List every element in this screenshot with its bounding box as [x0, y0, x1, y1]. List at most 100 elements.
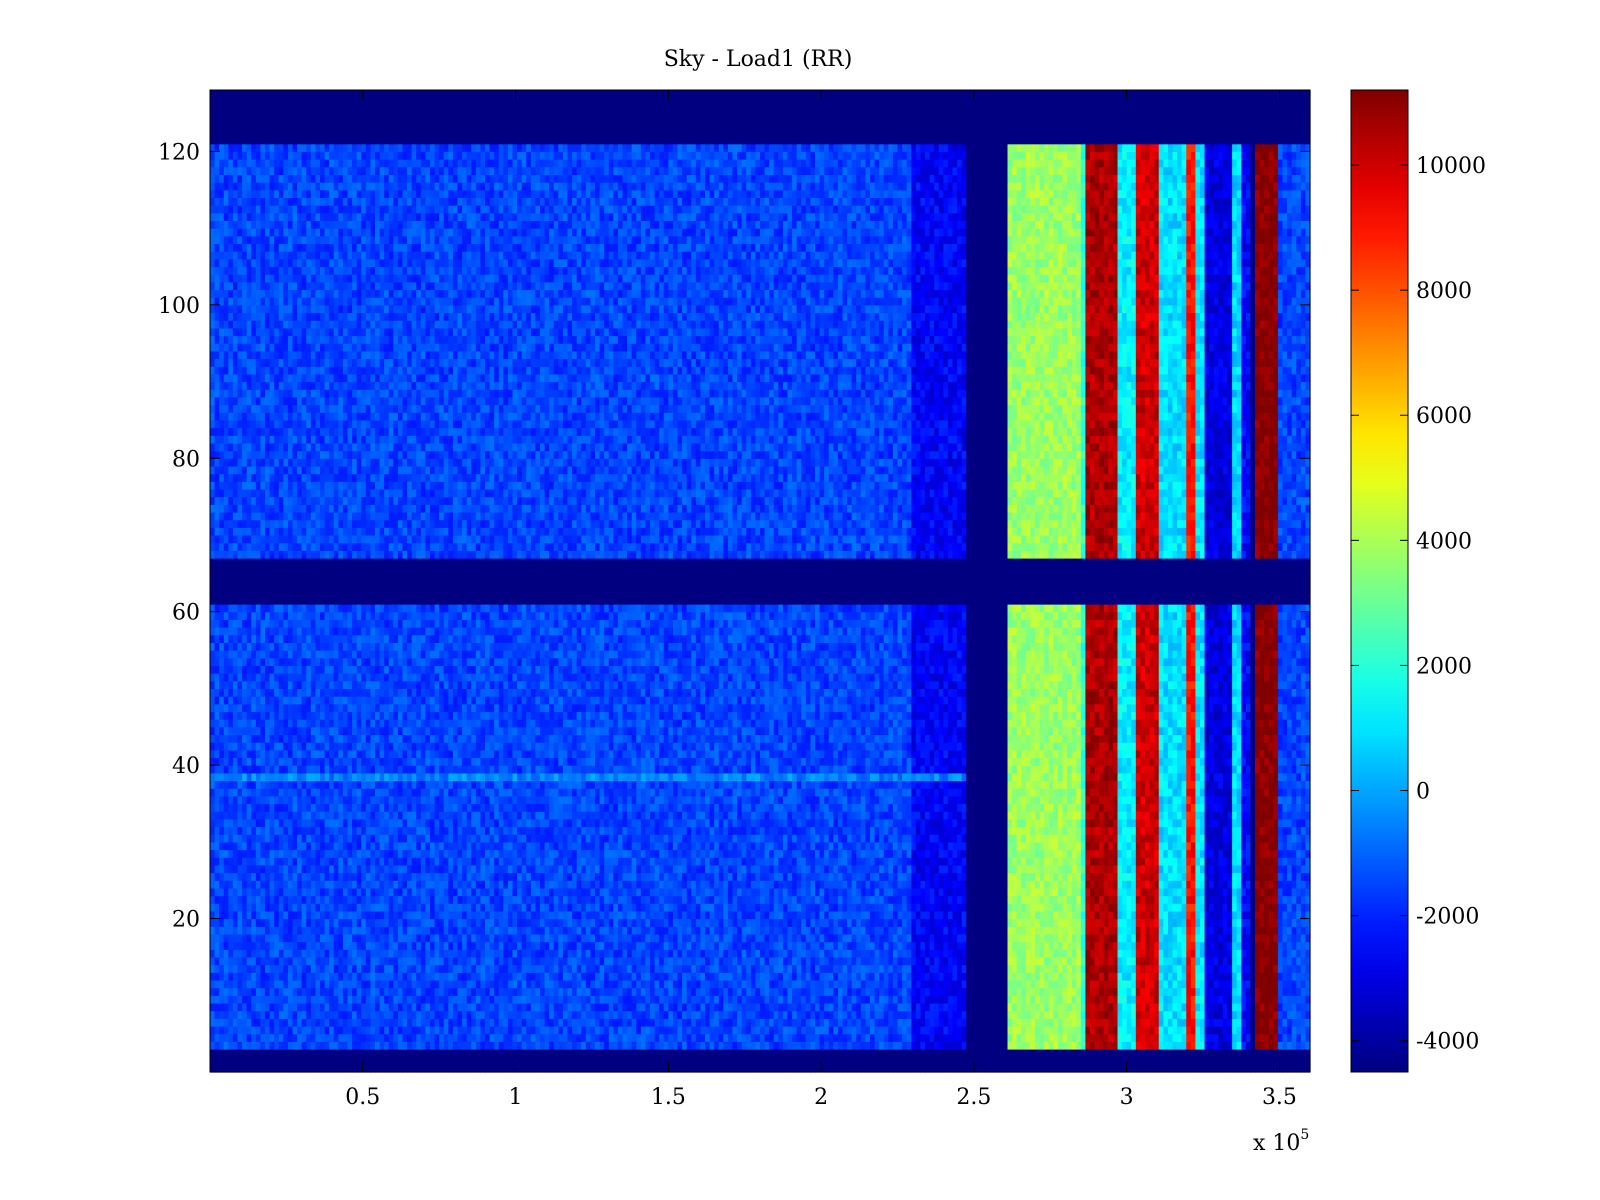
heatmap-cell: [1172, 1033, 1178, 1042]
heatmap-cell: [278, 995, 284, 1004]
heatmap-cell: [448, 1064, 454, 1073]
heatmap-cell: [1250, 1056, 1256, 1065]
heatmap-cell: [672, 1056, 679, 1065]
heatmap-cell: [462, 995, 468, 1004]
heatmap-cell: [663, 1025, 669, 1035]
heatmap-cell: [1218, 926, 1224, 935]
heatmap-cell: [617, 910, 624, 920]
heatmap-cell: [1067, 956, 1073, 966]
heatmap-cell: [870, 910, 876, 920]
heatmap-cell: [278, 918, 284, 927]
heatmap-cell: [567, 956, 573, 966]
heatmap-cell: [672, 956, 679, 966]
heatmap-cell: [540, 949, 546, 958]
heatmap-cell: [714, 926, 720, 935]
heatmap-cell: [439, 949, 445, 958]
heatmap-cell: [352, 1010, 358, 1019]
heatmap-cell: [1117, 933, 1123, 943]
heatmap-cell: [503, 995, 509, 1004]
heatmap-cell: [837, 933, 844, 943]
heatmap-cell: [1002, 926, 1009, 935]
heatmap-cell: [1282, 972, 1288, 981]
heatmap-cell: [750, 918, 757, 927]
heatmap-cell: [315, 1018, 321, 1027]
heatmap-cell: [1030, 1010, 1036, 1019]
heatmap-cell: [760, 941, 766, 950]
heatmap-cell: [549, 1056, 555, 1065]
heatmap-cell: [998, 987, 1004, 996]
heatmap-cell: [608, 979, 614, 989]
heatmap-cell: [925, 1048, 931, 1058]
heatmap-cell: [1062, 1025, 1068, 1035]
heatmap-cell: [1002, 1041, 1009, 1050]
heatmap-cell: [741, 941, 747, 950]
heatmap-cell: [883, 972, 889, 981]
heatmap-cell: [590, 972, 596, 981]
heatmap-cell: [1090, 926, 1096, 935]
heatmap-cell: [1250, 979, 1256, 989]
heatmap-cell: [315, 956, 321, 966]
heatmap-cell: [1035, 933, 1041, 943]
heatmap-cell: [498, 1056, 504, 1065]
heatmap-cell: [1039, 910, 1045, 920]
heatmap-cell: [375, 1010, 381, 1019]
heatmap-cell: [810, 1041, 816, 1050]
heatmap-cell: [1039, 956, 1045, 966]
heatmap-cell: [865, 949, 871, 958]
heatmap-cell: [411, 979, 417, 989]
heatmap-cell: [251, 1056, 257, 1065]
heatmap-cell: [952, 1056, 958, 1065]
heatmap-cell: [287, 972, 294, 981]
heatmap-cell: [246, 1056, 252, 1065]
heatmap-cell: [1273, 1064, 1279, 1073]
heatmap-cell: [517, 910, 523, 920]
heatmap-cell: [498, 1025, 504, 1035]
heatmap-cell: [746, 1025, 752, 1035]
heatmap-cell: [650, 1041, 656, 1050]
heatmap-cell: [1227, 1010, 1233, 1019]
heatmap-cell: [828, 1056, 834, 1065]
heatmap-cell: [727, 1018, 734, 1027]
heatmap-cell: [1053, 1002, 1059, 1012]
heatmap-cell: [1094, 1064, 1100, 1073]
heatmap-cell: [246, 1033, 252, 1042]
heatmap-cell: [1012, 972, 1018, 981]
heatmap-cell: [223, 1056, 229, 1065]
heatmap-cell: [1264, 1048, 1270, 1058]
heatmap-cell: [998, 1033, 1004, 1042]
heatmap-cell: [888, 987, 894, 996]
heatmap-cell: [810, 933, 816, 943]
heatmap-cell: [595, 956, 601, 966]
heatmap-cell: [1012, 1002, 1018, 1012]
heatmap-cell: [755, 964, 761, 973]
heatmap-cell: [727, 1048, 734, 1058]
heatmap-cell: [769, 1048, 775, 1058]
heatmap-cell: [1250, 972, 1256, 981]
heatmap-cell: [1039, 933, 1045, 943]
heatmap-cell: [1067, 979, 1073, 989]
heatmap-cell: [805, 1002, 812, 1012]
heatmap-cell: [457, 1048, 463, 1058]
heatmap-cell: [558, 1010, 564, 1019]
heatmap-cell: [306, 1033, 312, 1042]
heatmap-cell: [824, 987, 830, 996]
heatmap-cell: [352, 1064, 358, 1073]
heatmap-cell: [402, 1002, 408, 1012]
heatmap-cell: [1016, 1002, 1022, 1012]
heatmap-cell: [1154, 1041, 1160, 1050]
heatmap-cell: [342, 941, 349, 950]
heatmap-cell: [480, 1002, 486, 1012]
heatmap-cell: [663, 1048, 669, 1058]
heatmap-cell: [251, 926, 257, 935]
heatmap-cell: [439, 1033, 445, 1042]
heatmap-cell: [1030, 933, 1036, 943]
heatmap-cell: [379, 926, 385, 935]
heatmap-cell: [503, 1002, 509, 1012]
heatmap-cell: [659, 1033, 665, 1042]
heatmap-cell: [585, 1002, 592, 1012]
heatmap-cell: [1213, 995, 1219, 1004]
heatmap-cell: [1131, 995, 1137, 1004]
heatmap-cell: [718, 956, 724, 966]
heatmap-cell: [599, 979, 605, 989]
heatmap-cell: [1213, 987, 1219, 996]
